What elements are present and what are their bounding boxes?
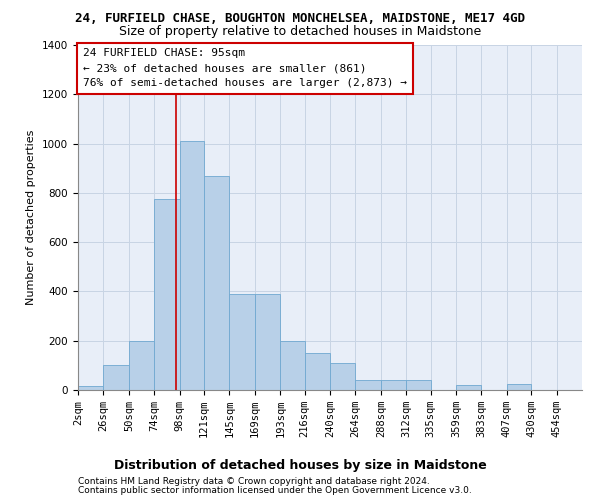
Bar: [381, 380, 406, 390]
Text: 24 FURFIELD CHASE: 95sqm
← 23% of detached houses are smaller (861)
76% of semi-: 24 FURFIELD CHASE: 95sqm ← 23% of detach…: [83, 48, 407, 88]
Bar: [255, 294, 280, 390]
Bar: [330, 363, 355, 390]
Bar: [78, 386, 103, 390]
Text: Distribution of detached houses by size in Maidstone: Distribution of detached houses by size …: [113, 460, 487, 472]
Bar: [154, 199, 179, 390]
Text: Contains HM Land Registry data © Crown copyright and database right 2024.: Contains HM Land Registry data © Crown c…: [78, 477, 430, 486]
Bar: [305, 353, 330, 390]
Bar: [129, 340, 154, 390]
Bar: [355, 380, 381, 390]
Y-axis label: Number of detached properties: Number of detached properties: [26, 130, 37, 305]
Bar: [507, 384, 531, 390]
Bar: [280, 340, 305, 390]
Text: Contains public sector information licensed under the Open Government Licence v3: Contains public sector information licen…: [78, 486, 472, 495]
Bar: [406, 380, 431, 390]
Bar: [204, 176, 229, 390]
Bar: [179, 141, 204, 390]
Bar: [229, 294, 255, 390]
Text: Size of property relative to detached houses in Maidstone: Size of property relative to detached ho…: [119, 25, 481, 38]
Text: 24, FURFIELD CHASE, BOUGHTON MONCHELSEA, MAIDSTONE, ME17 4GD: 24, FURFIELD CHASE, BOUGHTON MONCHELSEA,…: [75, 12, 525, 26]
Bar: [456, 385, 481, 390]
Bar: [103, 366, 129, 390]
